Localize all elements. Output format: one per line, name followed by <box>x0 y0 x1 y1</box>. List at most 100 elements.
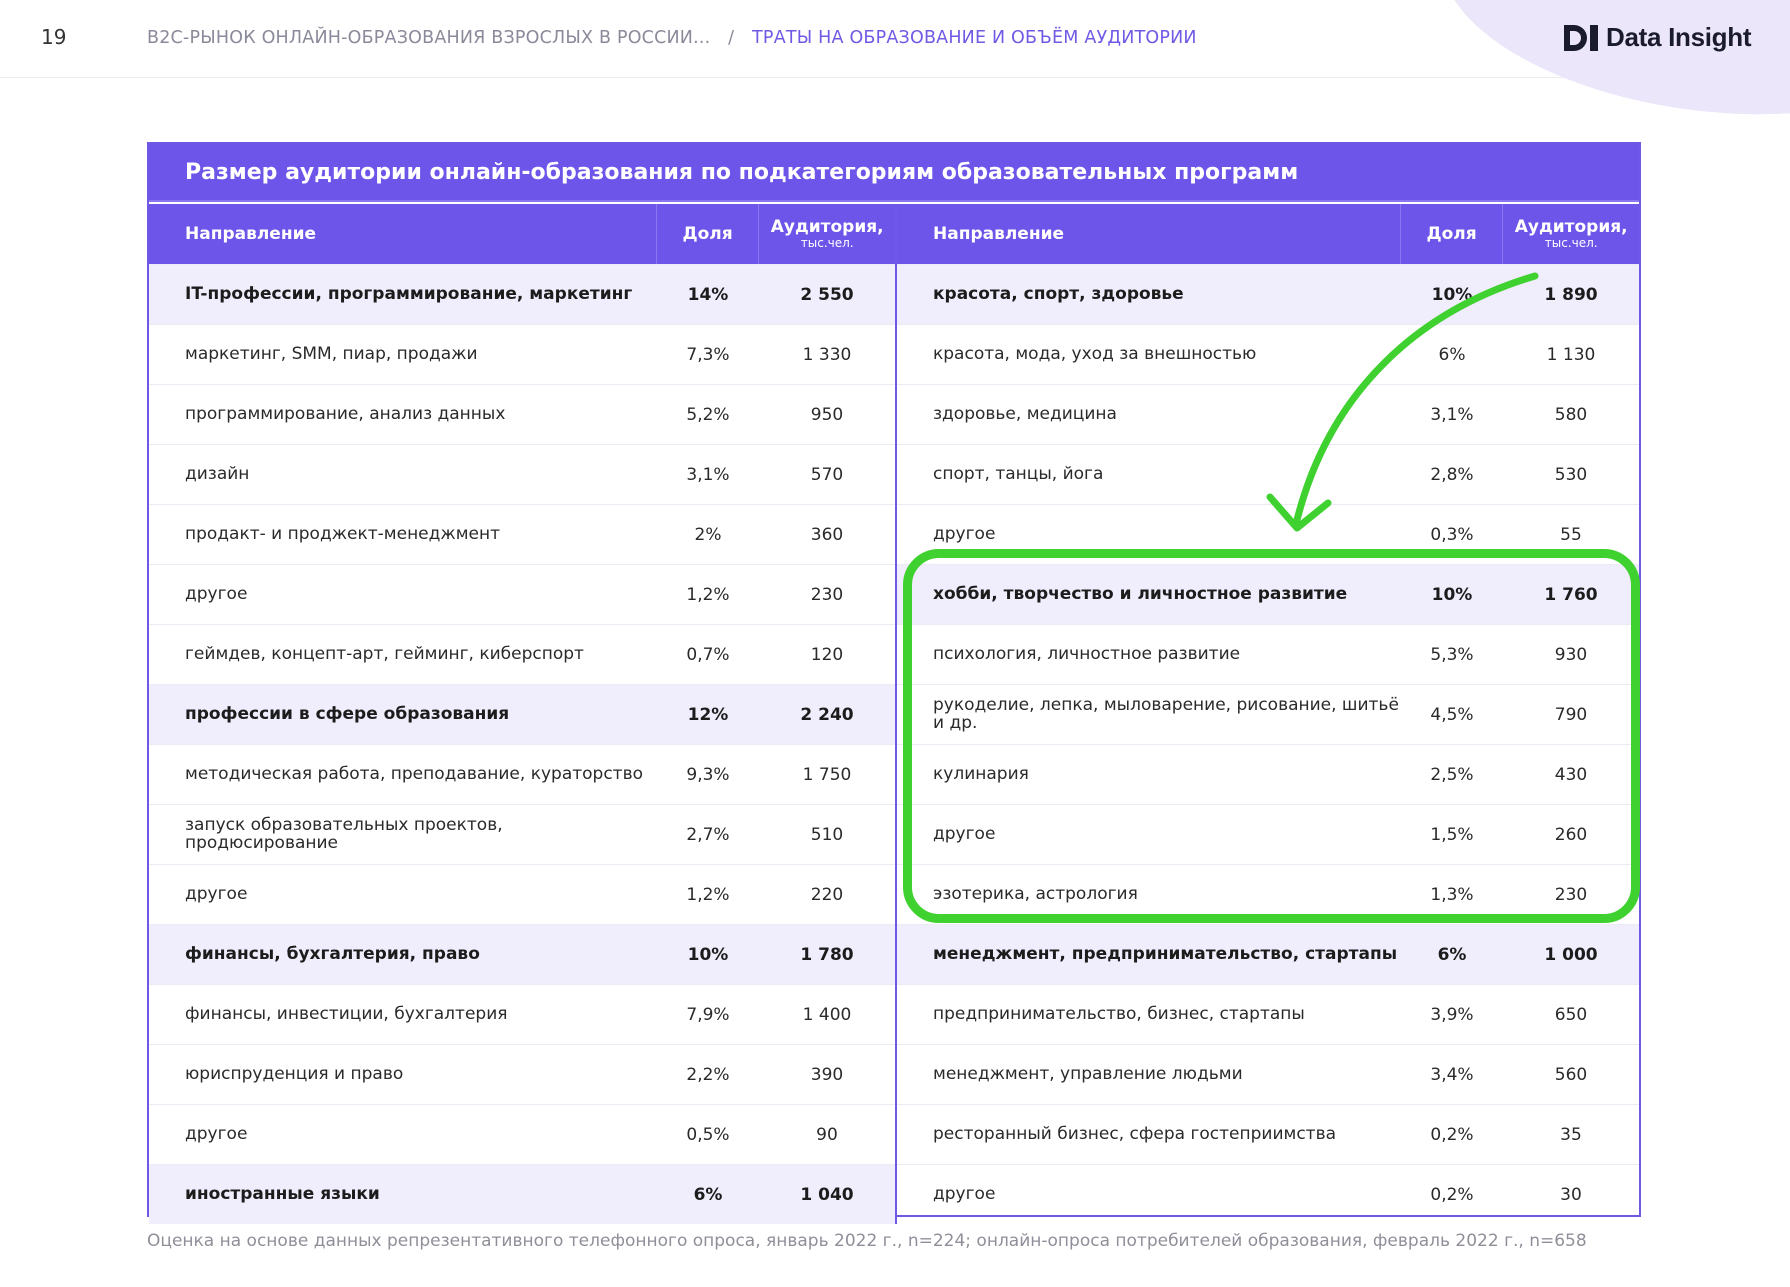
row-audience: 570 <box>810 464 844 485</box>
row-direction: здоровье, медицина <box>933 403 1117 424</box>
row-direction: финансы, инвестиции, бухгалтерия <box>185 1003 508 1024</box>
row-direction: запуск образовательных проектов, продюси… <box>185 814 503 853</box>
row-audience: 950 <box>810 404 844 425</box>
row-audience: 1 890 <box>1544 284 1598 305</box>
row-direction: красота, спорт, здоровье <box>933 283 1184 304</box>
right-column: Направление Доля Аудитория, тыс.чел. кра… <box>897 204 1639 1224</box>
row-audience: 1 040 <box>800 1184 854 1205</box>
row-share: 3,9% <box>1430 1004 1474 1025</box>
table-row: эзотерика, астрология 1,3% 230 <box>897 864 1639 924</box>
row-share: 7,9% <box>686 1004 730 1025</box>
table-row: другое 0,2% 30 <box>897 1164 1639 1224</box>
table-row: другое 0,3% 55 <box>897 504 1639 564</box>
row-share: 6% <box>1437 944 1467 965</box>
category-row: хобби, творчество и личностное развитие 1… <box>897 564 1639 624</box>
page-header: 19 B2C-РЫНОК ОНЛАЙН-ОБРАЗОВАНИЯ ВЗРОСЛЫХ… <box>0 0 1790 146</box>
row-audience: 90 <box>816 1124 838 1145</box>
logo-text: Data Insight <box>1606 22 1752 52</box>
row-audience: 1 330 <box>802 344 852 365</box>
row-direction: профессии в сфере образования <box>185 703 510 724</box>
row-direction: другое <box>933 1183 996 1204</box>
table-row: спорт, танцы, йога 2,8% 530 <box>897 444 1639 504</box>
row-share: 12% <box>687 704 729 725</box>
header-share: Доля <box>655 204 759 264</box>
table-row: психология, личностное развитие 5,3% 930 <box>897 624 1639 684</box>
row-direction: менеджмент, предпринимательство, стартап… <box>933 943 1398 964</box>
header-audience-unit: тыс.чел. <box>800 236 854 250</box>
table-row: продакт- и проджект-менеджмент 2% 360 <box>149 504 895 564</box>
row-audience: 1 760 <box>1544 584 1598 605</box>
row-direction: ресторанный бизнес, сфера гостеприимства <box>933 1123 1337 1144</box>
row-audience: 35 <box>1560 1124 1582 1145</box>
row-audience: 2 240 <box>800 704 854 725</box>
table-row: здоровье, медицина 3,1% 580 <box>897 384 1639 444</box>
row-audience: 1 000 <box>1544 944 1598 965</box>
category-row: красота, спорт, здоровье 10% 1 890 <box>897 264 1639 324</box>
row-direction: хобби, творчество и личностное развитие <box>933 583 1348 604</box>
row-direction: юриспруденция и право <box>185 1063 404 1084</box>
category-row: финансы, бухгалтерия, право 10% 1 780 <box>149 924 895 984</box>
row-audience: 790 <box>1554 704 1588 725</box>
row-audience: 260 <box>1554 824 1588 845</box>
row-share: 3,1% <box>1430 404 1474 425</box>
row-audience: 430 <box>1554 764 1588 785</box>
table-row: запуск образовательных проектов, продюси… <box>149 804 895 864</box>
row-share: 1,2% <box>686 884 730 905</box>
header-audience: Аудитория, тыс.чел. <box>758 204 895 264</box>
row-audience: 1 400 <box>802 1004 852 1025</box>
row-direction: продакт- и проджект-менеджмент <box>185 523 501 544</box>
breadcrumb: B2C-РЫНОК ОНЛАЙН-ОБРАЗОВАНИЯ ВЗРОСЛЫХ В … <box>147 28 1197 48</box>
row-direction: другое <box>185 583 248 604</box>
table-row: другое 1,5% 260 <box>897 804 1639 864</box>
row-share: 2,5% <box>1430 764 1474 785</box>
table-row: кулинария 2,5% 430 <box>897 744 1639 804</box>
row-share: 0,7% <box>686 644 730 665</box>
audience-table: Размер аудитории онлайн-образования по п… <box>147 142 1641 1224</box>
row-share: 10% <box>687 944 729 965</box>
row-direction: методическая работа, преподавание, курат… <box>185 763 643 784</box>
footnote: Оценка на основе данных репрезентативног… <box>147 1231 1587 1251</box>
table-header-left: Направление Доля Аудитория, тыс.чел. <box>149 204 895 264</box>
row-audience: 220 <box>810 884 844 905</box>
table-row: другое 0,5% 90 <box>149 1104 895 1164</box>
row-audience: 230 <box>810 584 844 605</box>
table-row: маркетинг, SMM, пиар, продажи 7,3% 1 330 <box>149 324 895 384</box>
breadcrumb-parent[interactable]: B2C-РЫНОК ОНЛАЙН-ОБРАЗОВАНИЯ ВЗРОСЛЫХ В … <box>147 28 711 48</box>
row-share: 4,5% <box>1430 704 1474 725</box>
row-share: 6% <box>1438 344 1466 365</box>
header-audience: Аудитория, тыс.чел. <box>1502 204 1639 264</box>
table-row: красота, мода, уход за внешностью 6% 1 130 <box>897 324 1639 384</box>
row-direction: спорт, танцы, йога <box>933 463 1104 484</box>
row-direction: другое <box>185 883 248 904</box>
table-row: программирование, анализ данных 5,2% 950 <box>149 384 895 444</box>
row-direction: другое <box>933 523 996 544</box>
row-audience: 120 <box>810 644 844 665</box>
row-share: 2,8% <box>1430 464 1474 485</box>
row-direction: дизайн <box>185 463 250 484</box>
row-share: 0,5% <box>686 1124 730 1145</box>
row-audience: 1 780 <box>800 944 854 965</box>
header-audience-label: Аудитория, <box>770 217 884 237</box>
row-direction: финансы, бухгалтерия, право <box>185 943 480 964</box>
table-row: другое 1,2% 230 <box>149 564 895 624</box>
breadcrumb-current: ТРАТЫ НА ОБРАЗОВАНИЕ И ОБЪЁМ АУДИТОРИИ <box>752 28 1197 48</box>
logo: Data Insight <box>1564 22 1752 53</box>
header-audience-label: Аудитория, <box>1514 217 1628 237</box>
row-direction: другое <box>185 1123 248 1144</box>
header-audience-unit: тыс.чел. <box>1544 236 1598 250</box>
row-share: 5,3% <box>1430 644 1474 665</box>
category-row: менеджмент, предпринимательство, стартап… <box>897 924 1639 984</box>
row-direction: программирование, анализ данных <box>185 403 506 424</box>
row-share: 0,3% <box>1430 524 1474 545</box>
row-share: 1,3% <box>1430 884 1474 905</box>
row-audience: 360 <box>810 524 844 545</box>
data-insight-logo-icon <box>1564 24 1598 51</box>
row-direction: эзотерика, астрология <box>933 883 1138 904</box>
table-row: методическая работа, преподавание, курат… <box>149 744 895 804</box>
row-audience: 580 <box>1554 404 1588 425</box>
row-audience: 30 <box>1560 1184 1582 1205</box>
row-share: 7,3% <box>686 344 730 365</box>
row-audience: 1 130 <box>1546 344 1596 365</box>
category-row: профессии в сфере образования 12% 2 240 <box>149 684 895 744</box>
row-share: 2,2% <box>686 1064 730 1085</box>
